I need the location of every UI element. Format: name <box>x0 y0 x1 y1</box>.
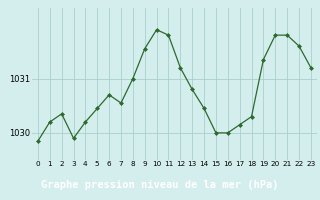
Text: Graphe pression niveau de la mer (hPa): Graphe pression niveau de la mer (hPa) <box>41 180 279 190</box>
